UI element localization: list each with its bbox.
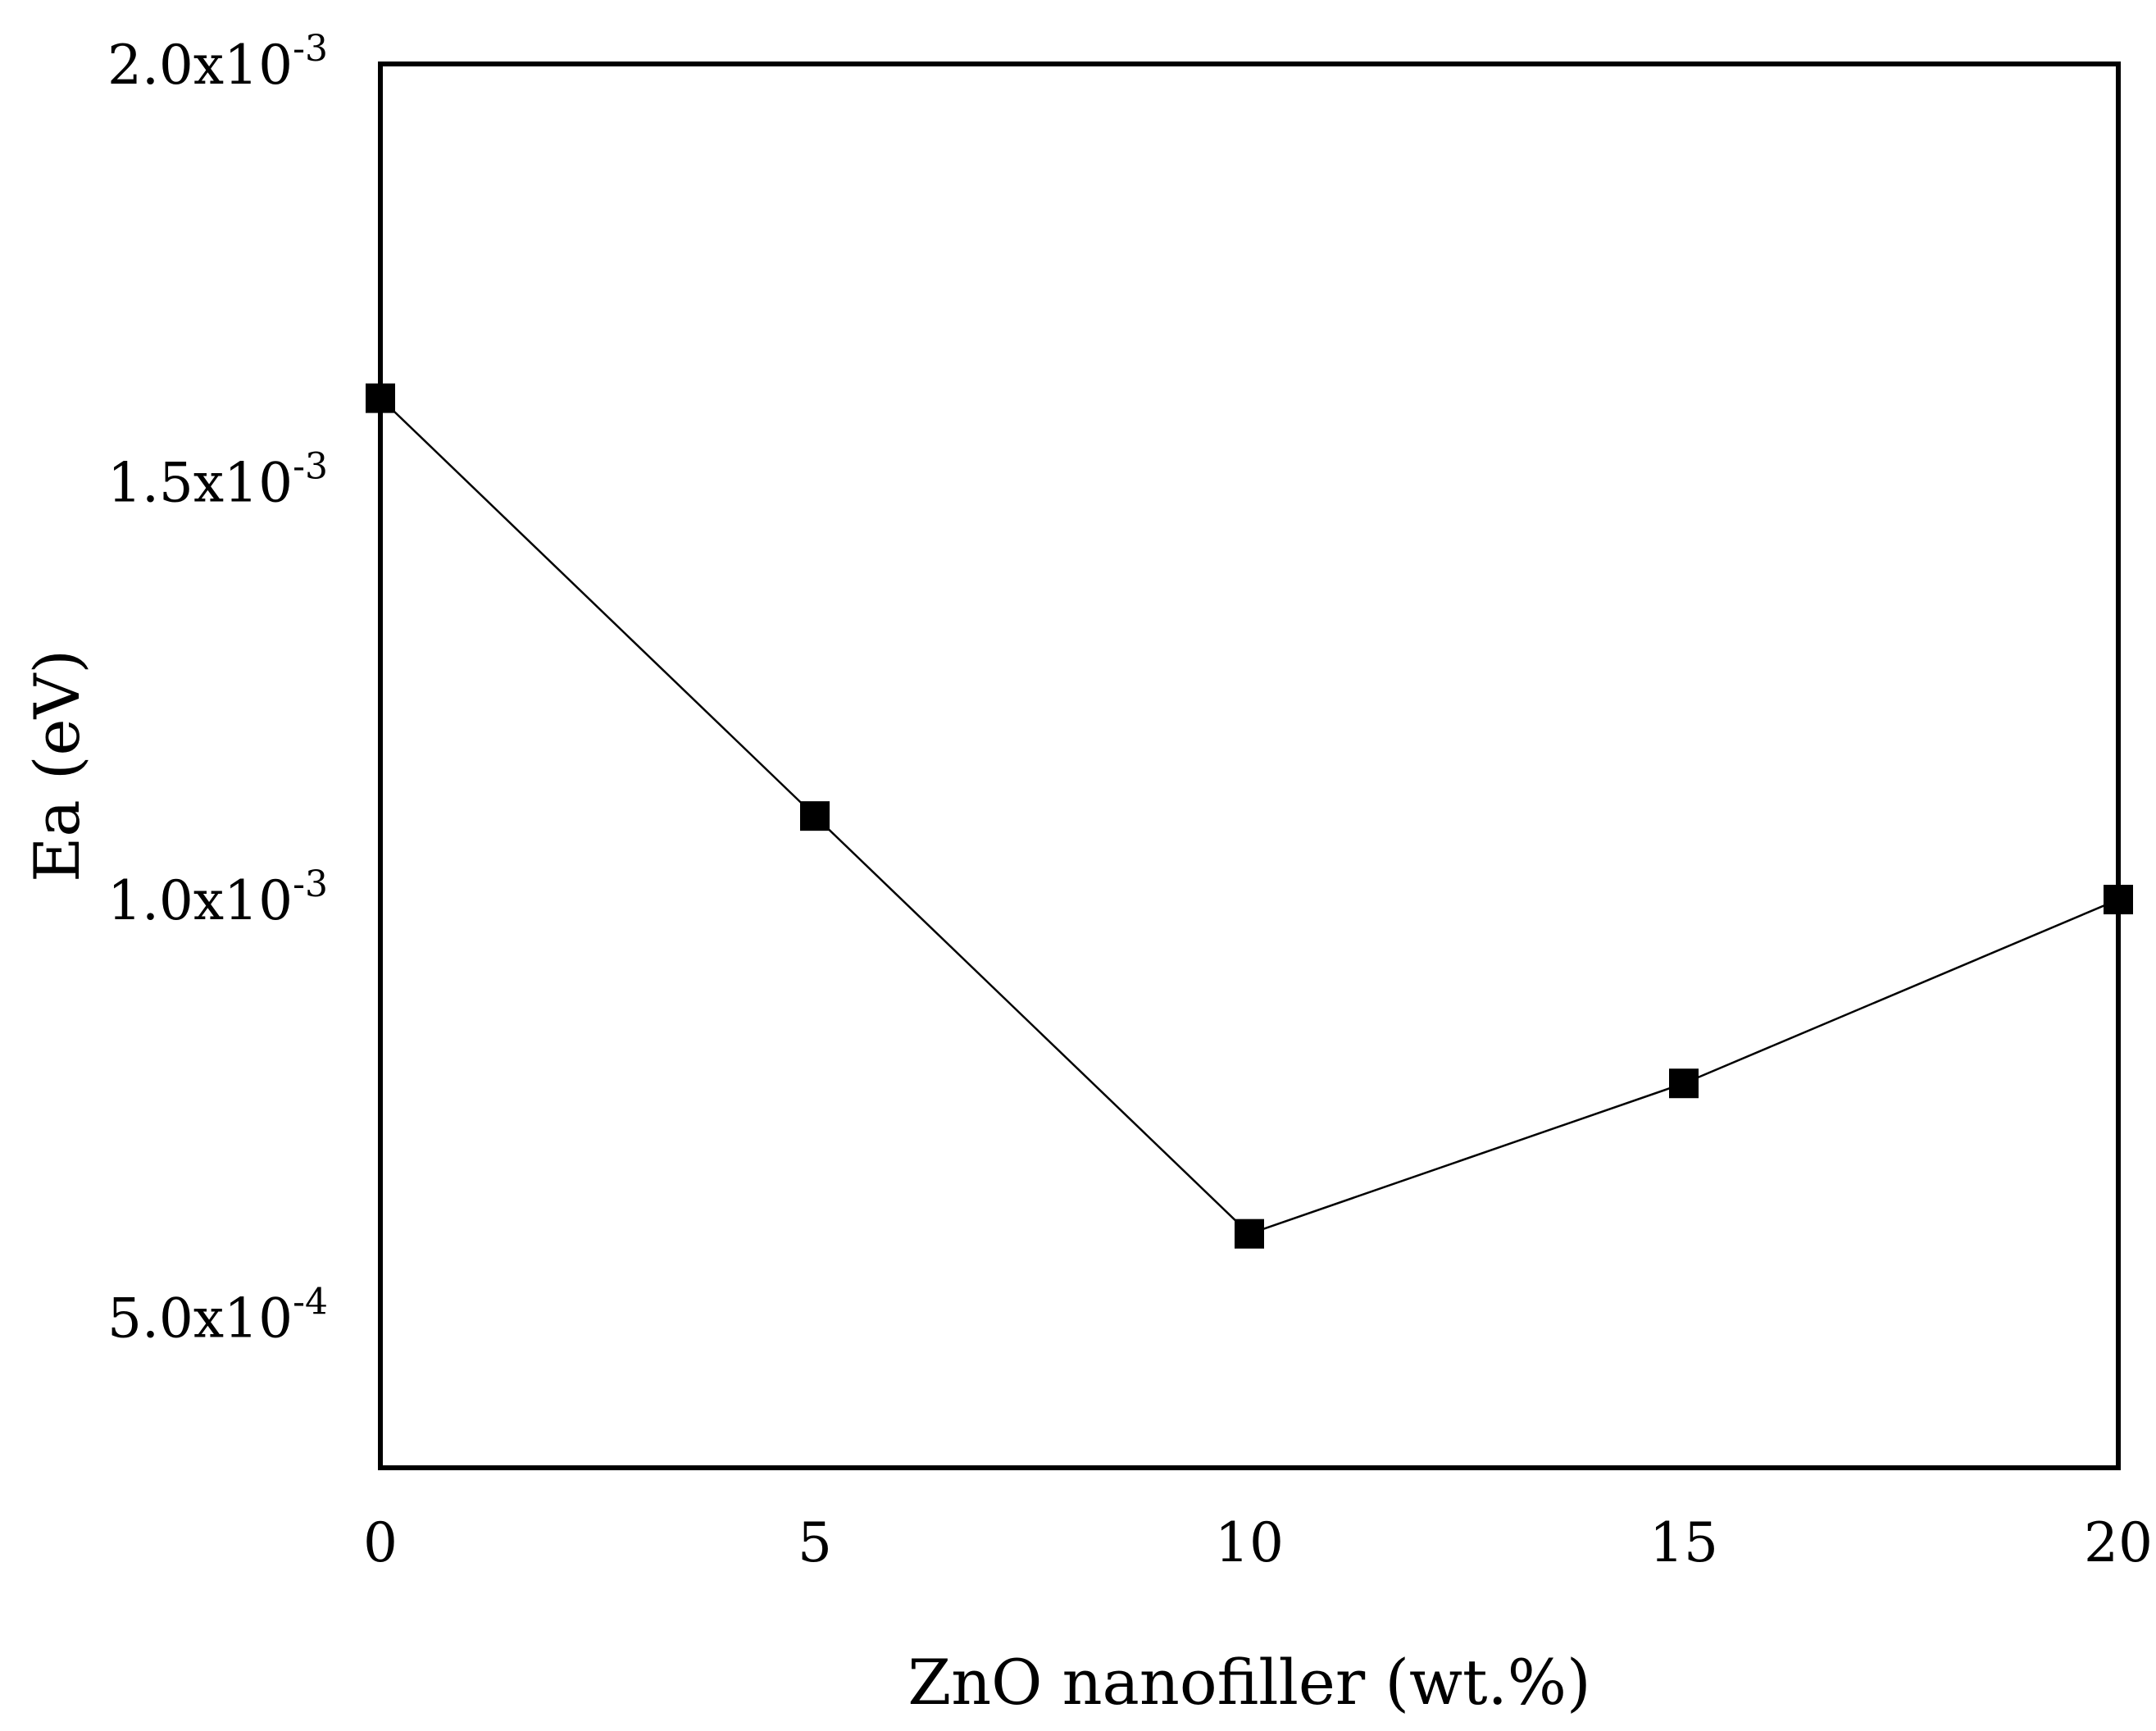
series-line-ea (380, 397, 2119, 1236)
data-point-marker (800, 801, 830, 831)
x-tick-label: 10 (1215, 1511, 1284, 1574)
y-tick-exponent: -3 (293, 28, 328, 70)
plot-frame (378, 61, 2121, 1470)
data-point-marker (1669, 1068, 1699, 1099)
data-point-marker (1235, 1219, 1264, 1249)
y-tick-label: 2.0x10-3 (107, 28, 328, 97)
y-tick-mantissa: 5.0x10 (107, 1287, 293, 1351)
x-axis-title: ZnO nanofiller (wt.%) (907, 1646, 1590, 1719)
x-tick-label: 5 (798, 1511, 832, 1574)
y-tick-label: 1.5x10-3 (107, 446, 328, 515)
y-tick-labels: 5.0x10-41.0x10-31.5x10-32.0x10-3 (107, 28, 328, 1351)
x-tick-label: 0 (363, 1511, 398, 1574)
y-tick-label: 1.0x10-3 (107, 863, 328, 932)
y-tick-exponent: -3 (293, 863, 328, 905)
x-tick-labels: 0 5 10 15 20 (363, 1511, 2153, 1574)
y-tick-mantissa: 1.5x10 (107, 452, 293, 515)
y-tick-exponent: -4 (293, 1282, 328, 1323)
y-tick-label: 5.0x10-4 (107, 1282, 328, 1351)
y-axis-title: Ea (eV) (20, 649, 93, 882)
y-tick-mantissa: 2.0x10 (107, 34, 293, 97)
data-markers (366, 383, 2133, 1249)
data-point-marker (2104, 885, 2133, 915)
data-point-marker (366, 383, 395, 413)
x-tick-label: 20 (2084, 1511, 2153, 1574)
x-tick-label: 15 (1649, 1511, 1718, 1574)
y-tick-exponent: -3 (293, 446, 328, 488)
y-tick-mantissa: 1.0x10 (107, 869, 293, 932)
